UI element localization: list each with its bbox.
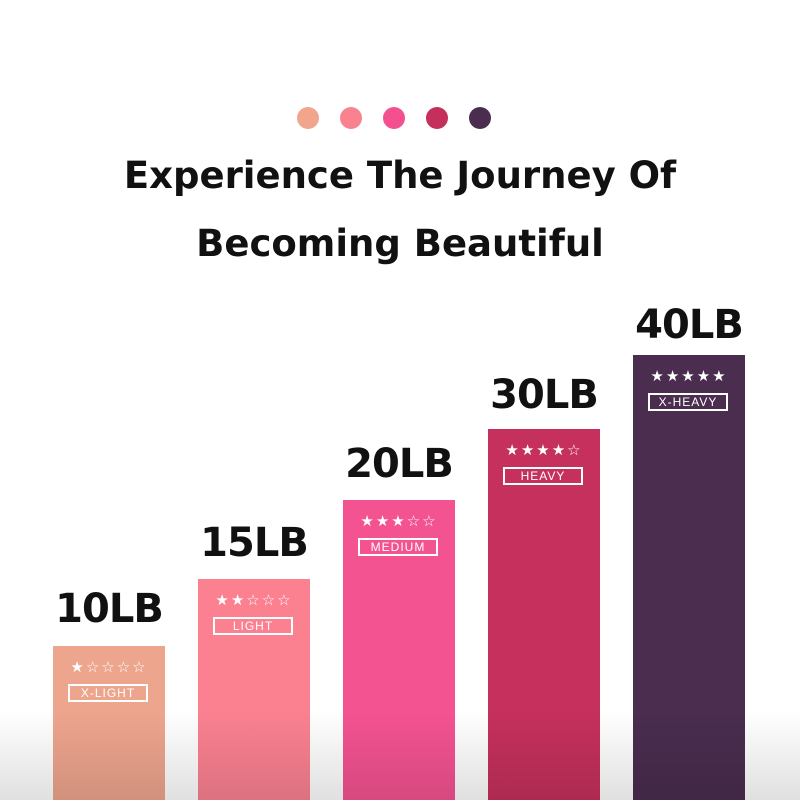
level-badge: MEDIUM xyxy=(358,538,438,556)
weight-label-10lb: 10LB xyxy=(55,586,164,632)
level-badge: X-LIGHT xyxy=(68,684,148,702)
star-rating: ★☆☆☆☆ xyxy=(70,658,148,676)
color-dot-3 xyxy=(383,107,405,129)
weight-label-20lb: 20LB xyxy=(345,441,454,487)
level-badge: LIGHT xyxy=(213,617,293,635)
headline-line-2: Becoming Beautiful xyxy=(196,222,604,265)
star-rating: ★★★☆☆ xyxy=(360,512,438,530)
level-badge: X-HEAVY xyxy=(648,393,728,411)
weight-label-40lb: 40LB xyxy=(635,302,744,348)
color-dot-5 xyxy=(469,107,491,129)
weight-label-15lb: 15LB xyxy=(200,520,309,566)
band-bar-x-light: ★☆☆☆☆ X-LIGHT xyxy=(53,646,165,800)
color-dot-4 xyxy=(426,107,448,129)
band-bar-x-heavy: ★★★★★ X-HEAVY xyxy=(633,355,745,800)
star-rating: ★★★★★ xyxy=(650,367,728,385)
level-badge: HEAVY xyxy=(503,467,583,485)
color-dot-2 xyxy=(340,107,362,129)
band-bar-medium: ★★★☆☆ MEDIUM xyxy=(343,500,455,800)
star-rating: ★★★★☆ xyxy=(505,441,583,459)
color-dot-1 xyxy=(297,107,319,129)
weight-label-30lb: 30LB xyxy=(490,372,599,418)
star-rating: ★★☆☆☆ xyxy=(215,591,293,609)
band-bar-heavy: ★★★★☆ HEAVY xyxy=(488,429,600,800)
band-bar-light: ★★☆☆☆ LIGHT xyxy=(198,579,310,800)
headline-line-1: Experience The Journey Of xyxy=(123,154,677,197)
